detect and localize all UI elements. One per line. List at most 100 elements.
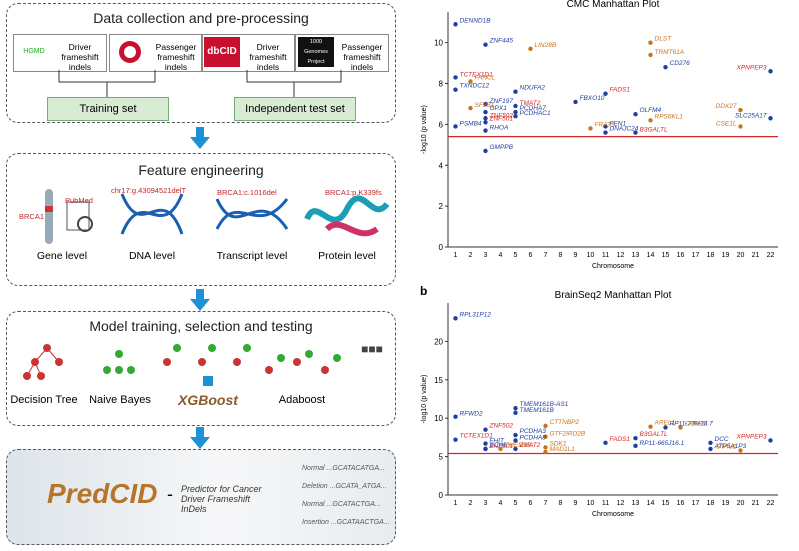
y-axis-label: -log10 (p value) <box>421 375 428 424</box>
x-tick-label: 4 <box>499 500 503 507</box>
sequence: Insertion ...GCATAACTGA... <box>302 519 390 526</box>
source-label: Passenger frameshift indels <box>341 42 383 72</box>
connectors <box>58 70 342 97</box>
x-tick-label: 20 <box>737 500 745 507</box>
gene-label: ZNF445 <box>489 38 514 45</box>
panel-label: b <box>420 284 427 298</box>
gene-label: TMEM161B <box>520 407 555 414</box>
tool-description: Predictor for Cancer Driver Frameshift I… <box>181 484 262 514</box>
gene-label: ZNF502 <box>489 423 514 430</box>
x-tick-label: 5 <box>514 252 518 259</box>
logo: dbCID <box>204 37 240 67</box>
gene-label: ZNF501 <box>489 115 514 122</box>
source: Passenger frameshift indels <box>109 34 203 72</box>
source-label: Driver frameshift indels <box>249 42 287 72</box>
x-tick-label: 12 <box>617 252 625 259</box>
gene-label: ZNF197 <box>489 98 514 105</box>
gene-label: XPNPEP3 <box>736 433 767 440</box>
point <box>453 414 458 419</box>
point <box>738 448 743 453</box>
gene-label: ZNF501 <box>489 443 514 450</box>
x-tick-label: 19 <box>722 252 730 259</box>
gene-label: FEN1 <box>610 120 627 127</box>
point <box>513 406 518 411</box>
source-label: Driver frameshift indels <box>61 42 99 72</box>
gene-label: GMPPB <box>490 144 514 151</box>
x-tick-label: 5 <box>514 500 518 507</box>
gene-label: TCTEX1D1 <box>460 433 494 440</box>
x-tick-label: 18 <box>707 500 715 507</box>
x-tick-label: 13 <box>632 252 640 259</box>
chart-title: BrainSeq2 Manhattan Plot <box>555 290 672 301</box>
point <box>633 111 638 117</box>
point <box>588 126 593 131</box>
source: 1000 Genomes Project Passenger frameshift… <box>295 34 389 72</box>
point <box>573 99 578 105</box>
x-axis-label: Chromosome <box>592 511 634 518</box>
y-tick-label: 10 <box>434 39 443 48</box>
annotation: PubMed <box>65 196 93 205</box>
gene-label: PCDHA7 <box>520 105 547 112</box>
x-tick-label: 11 <box>602 500 609 507</box>
gene-label: ZNF502 <box>489 112 514 119</box>
model-label: XGBoost <box>178 392 238 408</box>
gene-label: RPS6KL1 <box>655 113 684 120</box>
gene-label: GPX1 <box>490 105 508 112</box>
gene-label: TCTEX1D1 <box>460 71 494 78</box>
level-label: DNA level <box>128 250 176 262</box>
point <box>708 446 713 452</box>
gene-label: RP11-73M18.7 <box>670 420 714 427</box>
models-box: Model training, selection and testing De… <box>6 311 396 426</box>
step-title: Model training, selection and testing <box>89 318 313 334</box>
x-tick-label: 22 <box>767 252 775 259</box>
point <box>513 446 518 452</box>
x-tick-label: 2 <box>469 500 473 507</box>
arrow <box>190 127 210 149</box>
gene-label: CSE1L <box>716 120 737 127</box>
point <box>528 46 533 51</box>
point <box>603 440 608 445</box>
feature-icons <box>45 189 390 244</box>
x-tick-label: 14 <box>647 252 655 259</box>
point <box>768 438 773 443</box>
arrow <box>190 427 210 449</box>
x-tick-label: 19 <box>722 500 730 507</box>
gene-label: FRAT2 <box>595 121 615 128</box>
logo: 1000 Genomes Project <box>298 37 334 67</box>
x-tick-label: 22 <box>767 500 775 507</box>
gene-label: BCHE <box>490 442 509 449</box>
point <box>543 434 548 439</box>
gene-label: FADS1 <box>610 436 631 443</box>
x-tick-label: 7 <box>544 500 548 507</box>
gene-label: LIN28B <box>535 42 557 49</box>
x-tick-label: 7 <box>544 252 548 259</box>
model-icons <box>23 344 341 386</box>
x-tick-label: 8 <box>559 252 563 259</box>
chart-title: CMC Manhattan Plot <box>567 0 660 10</box>
x-tick-label: 16 <box>677 252 685 259</box>
x-tick-label: 15 <box>662 252 670 259</box>
point <box>513 103 518 109</box>
point <box>513 89 518 94</box>
gene-label: DNAJC24 <box>610 126 639 133</box>
annotation: chr17:g.43094521delT <box>111 186 187 195</box>
point <box>648 424 653 429</box>
model-label: Decision Tree <box>10 394 78 406</box>
gene-label: ATP5A1P3 <box>714 443 747 450</box>
step-title: Feature engineering <box>138 162 264 178</box>
gene-label: ZMAT2 <box>519 442 541 449</box>
point <box>453 22 458 27</box>
gene-label: SDK1 <box>550 440 567 447</box>
point <box>453 316 458 321</box>
x-tick-label: 2 <box>469 252 473 259</box>
x-tick-label: 21 <box>752 252 760 259</box>
sequence: Normal ...GCATACTGA... <box>302 501 381 508</box>
y-tick-label: 0 <box>439 243 444 252</box>
point <box>483 148 488 154</box>
x-tick-label: 13 <box>632 500 640 507</box>
sequences: Normal ...GCATACATGA... Deletion ...GCAT… <box>302 460 394 532</box>
x-tick-label: 8 <box>559 500 563 507</box>
point <box>543 423 548 429</box>
sequence: Deletion ...GCATA_ATGA... <box>302 483 387 490</box>
